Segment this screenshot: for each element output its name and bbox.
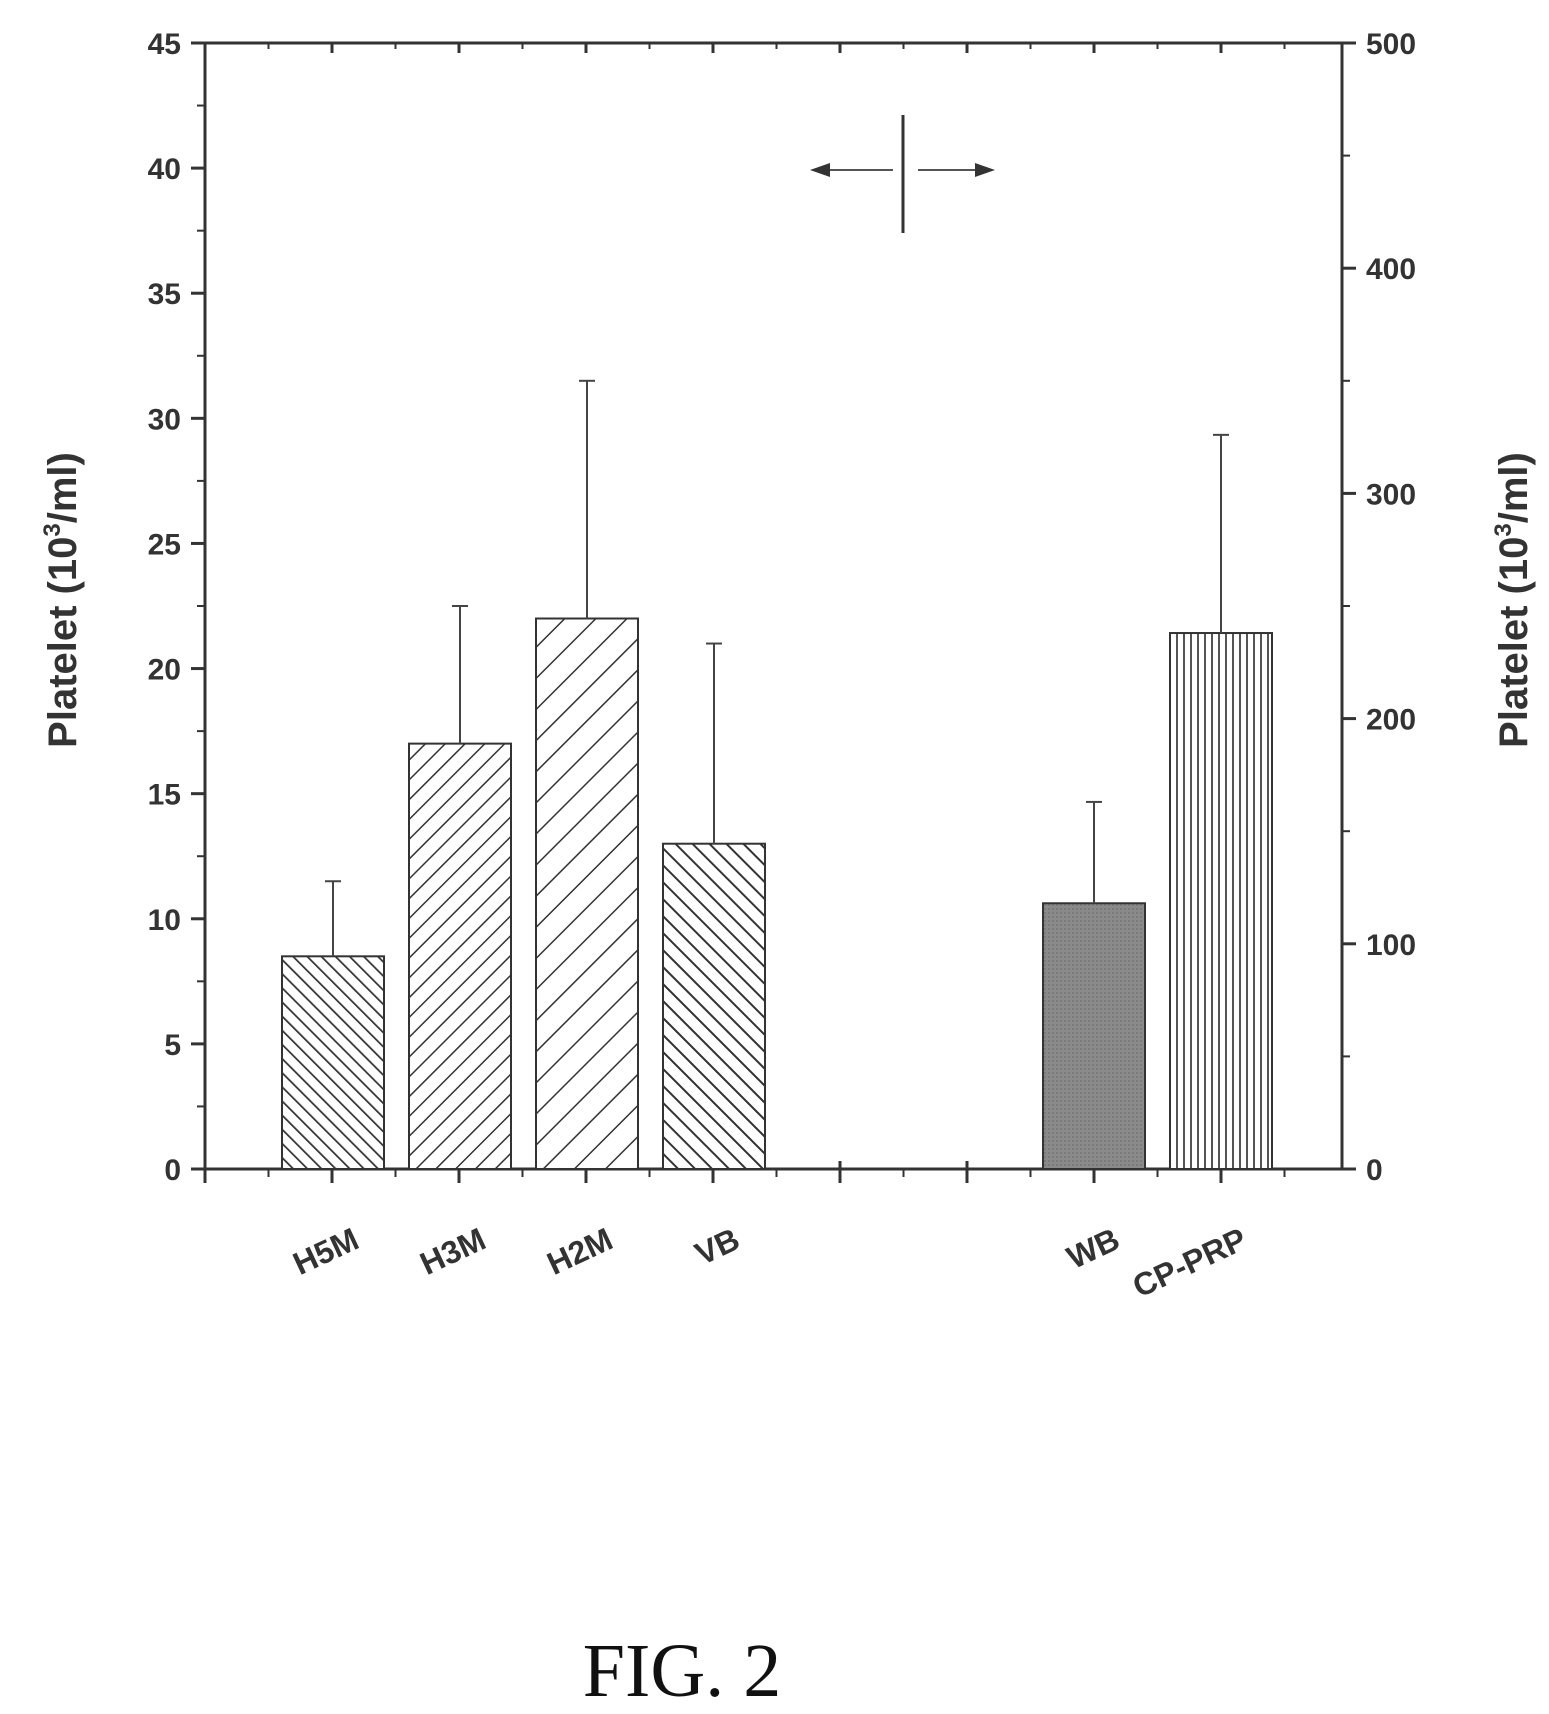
bar-h5m xyxy=(281,955,385,1170)
left-tick-label: 45 xyxy=(148,28,181,61)
category-labels: H5M H3M H2M VB WB CP-PRP xyxy=(288,1221,1252,1305)
left-tick-label: 10 xyxy=(148,904,181,937)
category-label: H5M xyxy=(288,1221,364,1282)
right-axis-title: Platelet (103/ml) xyxy=(1490,452,1536,748)
right-tick-label: 200 xyxy=(1366,704,1416,737)
bar-cp-prp xyxy=(1169,632,1273,1170)
left-tick-label: 40 xyxy=(148,153,181,186)
right-arrow-icon xyxy=(975,163,995,177)
category-label: VB xyxy=(689,1221,745,1272)
right-tick-label: 400 xyxy=(1366,253,1416,286)
left-axis: 0 5 10 15 20 25 30 35 40 45 xyxy=(148,28,205,1187)
bars xyxy=(281,617,1273,1170)
left-tick-label: 15 xyxy=(148,779,181,812)
right-axis: 0 100 200 300 400 500 xyxy=(1342,28,1416,1187)
left-tick-label: 35 xyxy=(148,278,181,311)
left-arrow-icon xyxy=(810,163,830,177)
right-tick-label: 0 xyxy=(1366,1154,1383,1187)
axis-indicator-arrows xyxy=(810,115,995,233)
left-tick-label: 5 xyxy=(164,1029,181,1062)
error-bars xyxy=(325,379,1229,957)
x-axis xyxy=(203,43,1286,1183)
right-tick-label: 100 xyxy=(1366,929,1416,962)
figure-caption: FIG. 2 xyxy=(583,1629,781,1713)
left-tick-label: 30 xyxy=(148,403,181,436)
bar-h3m xyxy=(408,742,512,1170)
left-tick-label: 20 xyxy=(148,654,181,687)
bar-vb xyxy=(662,842,766,1170)
bar-h2m xyxy=(535,617,639,1170)
left-tick-label: 25 xyxy=(148,528,181,561)
category-label: WB xyxy=(1061,1221,1125,1276)
category-label: H3M xyxy=(415,1221,491,1282)
category-label: CP-PRP xyxy=(1127,1221,1252,1305)
left-tick-label: 0 xyxy=(164,1154,181,1187)
right-tick-label: 300 xyxy=(1366,478,1416,511)
category-label: H2M xyxy=(542,1221,618,1282)
bar-wb xyxy=(1042,902,1146,1170)
right-tick-label: 500 xyxy=(1366,28,1416,61)
left-axis-title: Platelet (103/ml) xyxy=(39,452,85,748)
